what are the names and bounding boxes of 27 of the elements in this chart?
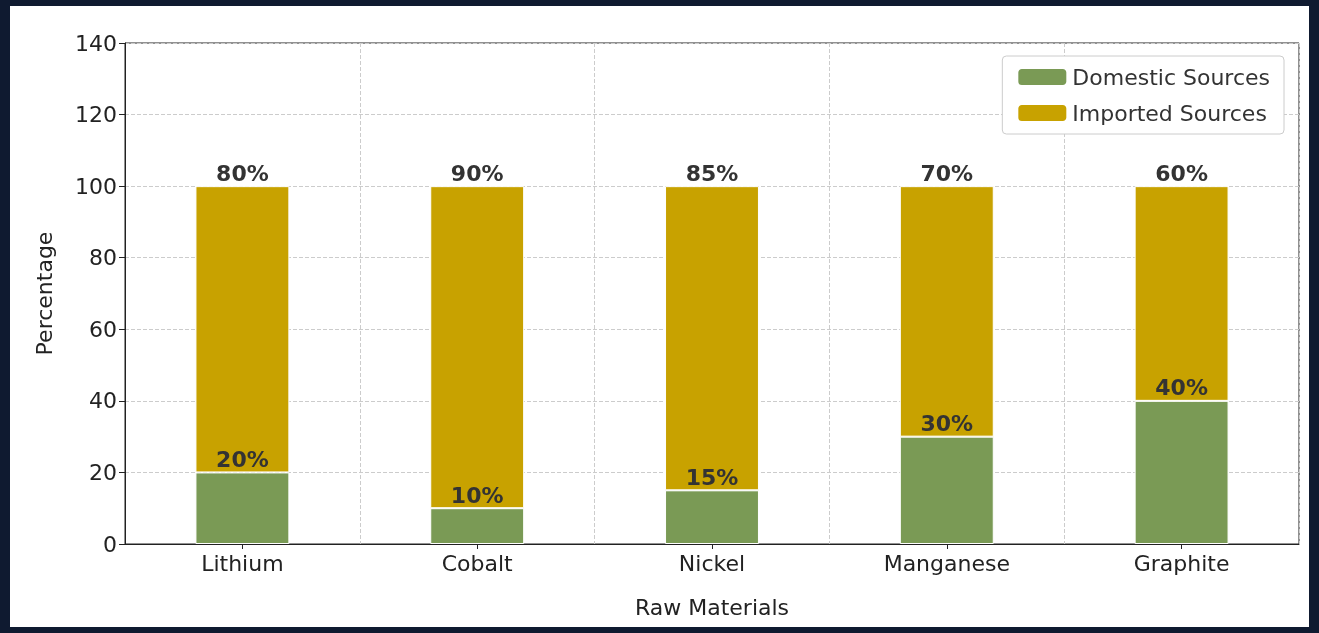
y-axis-title: Percentage [31,231,57,356]
x-tick-label: Cobalt [441,550,514,576]
y-tick-label: 100 [75,173,117,199]
x-tick-label: Manganese [883,550,1010,576]
data-label: 85% [685,160,739,186]
data-label: 60% [1155,160,1208,186]
y-tick-label: 120 [75,102,117,128]
data-label: 70% [920,160,974,186]
data-label: 20% [216,446,269,472]
data-label: 10% [450,482,504,508]
x-axis-title: Raw Materials [634,594,790,620]
y-tick-label: 60 [89,316,117,342]
y-tick-label: 80 [89,245,117,271]
data-label: 30% [920,411,974,437]
y-tick-label: 140 [75,30,117,56]
data-label: 15% [685,464,739,490]
y-tick-label: 40 [89,388,117,414]
data-label: 40% [1155,375,1208,401]
data-label: 80% [216,160,269,186]
data-label: 90% [450,160,504,186]
x-tick-label: Graphite [1133,550,1230,576]
y-tick-label: 20 [89,459,117,485]
x-tick-label: Nickel [678,550,746,576]
legend-label: Domestic Sources [1072,64,1271,90]
y-tick-label: 0 [103,531,117,557]
legend-label: Imported Sources [1072,100,1267,126]
x-tick-label: Lithium [201,550,284,576]
